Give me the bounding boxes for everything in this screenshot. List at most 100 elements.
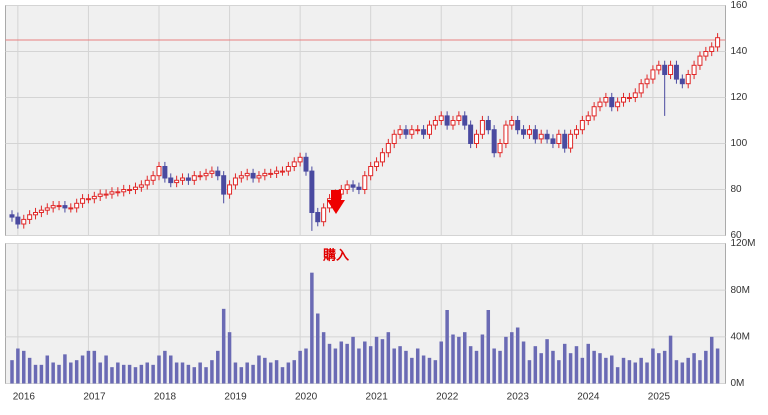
candle-body [585,115,591,122]
candle-body [321,207,327,223]
candle-body [38,209,44,213]
volume-bar [180,362,185,384]
volume-bar [709,336,714,384]
candle-body [650,69,656,80]
candle-body [638,83,644,94]
volume-bar [192,367,197,384]
volume-bar [704,350,708,384]
candle-body [456,115,462,122]
volume-bar [98,362,102,384]
y-tick-label: 140 [731,46,748,57]
candle-body [421,129,427,135]
candle-body [115,191,121,194]
volume-bar [433,360,438,384]
candle-body [509,120,515,126]
candle-body [309,170,315,214]
candle-body [297,156,303,163]
volume-bar [198,362,202,384]
candle-body [356,186,362,190]
candle-body [15,216,21,225]
volume-bar [415,348,420,384]
volume-bar [363,341,367,384]
volume-bar [380,339,385,384]
candle-body [668,64,674,76]
candle-body [127,189,133,191]
x-tick-label: 2021 [366,392,389,403]
volume-bar [27,357,32,384]
x-tick-label: 2023 [507,392,530,403]
x-tick-label: 2016 [13,392,36,403]
candle-body [80,198,86,204]
candle-body [285,166,291,172]
candle-body [162,166,168,179]
volume-bar [533,346,538,384]
candle-body [662,64,668,76]
y-tick-label: 160 [731,0,748,11]
x-tick-label: 2022 [436,392,459,403]
candle-body [185,177,191,181]
volume-bar [410,357,414,384]
volume-bar [474,350,479,384]
candle-body [344,184,350,190]
candle-body [221,175,227,195]
volume-bar [245,362,249,384]
candle-body [538,133,544,140]
volume-bar [668,335,673,384]
volume-bar [486,310,491,384]
candle-body [85,198,91,201]
y-tick-label: 100 [731,138,748,149]
candle-body [497,143,503,154]
volume-bar [651,348,655,384]
volume-bar [357,348,361,384]
candle-body [50,205,56,209]
volume-bar [627,360,632,384]
candle-body [315,212,321,223]
volume-bar [398,346,402,384]
candle-body [21,218,27,225]
volume-bar [504,336,508,384]
candle-body [444,115,450,126]
candle-body [168,177,174,184]
volume-bar [592,350,596,384]
volume-bar [151,364,155,384]
marks: 60 80 100 120 140 160 0M 40M 80M 120M 2016 2017 2018… [5,0,756,403]
candle-body [156,166,162,177]
volume-bar [586,343,590,384]
volume-bar [327,343,332,384]
volume-bar [69,362,73,384]
volume-bar [545,339,549,384]
volume-bar [580,357,585,384]
candle-body [715,37,721,48]
candle-body [515,120,521,131]
volume-bar [139,364,144,384]
volume-bar [610,355,614,384]
volume-bar [515,327,520,384]
candle-body [391,133,397,145]
candle-body [174,179,180,184]
volume-bar [604,357,608,384]
volume-bar [539,353,543,384]
volume-bar [574,346,579,384]
volume-bar [274,360,279,384]
volume-bar [63,354,67,384]
y-tick-label: 40M [731,331,750,342]
candle-body [379,152,385,163]
volume-bar [463,332,467,384]
volume-bar [39,364,44,384]
volume-bar [598,353,602,384]
volume-bar [368,346,373,384]
volume-bar [251,364,255,384]
candle-body [33,212,39,216]
candle-body [462,115,468,126]
candle-body [415,129,421,132]
volume-bar [621,357,626,384]
volume-bar [527,360,532,384]
candle-body [485,120,491,131]
volume-bar [562,343,567,384]
x-tick-label: 2017 [83,392,106,403]
candle-body [703,51,709,57]
volume-bar [292,360,296,384]
candle-body [426,124,432,135]
volume-bar [210,360,214,384]
